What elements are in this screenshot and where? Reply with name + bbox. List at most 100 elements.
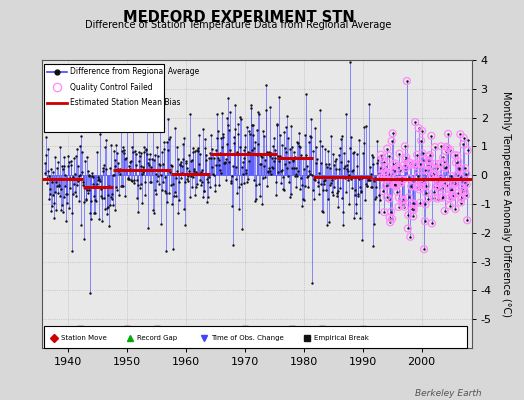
Point xyxy=(453,152,462,159)
Point xyxy=(361,197,369,204)
Point xyxy=(155,160,163,167)
Point xyxy=(55,182,63,188)
Point xyxy=(265,153,274,160)
Point xyxy=(457,194,466,200)
Point xyxy=(335,185,344,191)
Point xyxy=(381,182,390,189)
Point xyxy=(416,200,424,206)
Point xyxy=(302,90,311,97)
Point xyxy=(440,158,449,165)
Point xyxy=(270,158,279,164)
Point xyxy=(149,112,157,118)
Point xyxy=(350,215,358,221)
Point xyxy=(259,128,267,134)
Point xyxy=(156,162,165,168)
Point xyxy=(68,210,76,216)
Point xyxy=(333,193,341,200)
Point xyxy=(69,174,78,180)
Point xyxy=(414,172,422,179)
Point xyxy=(342,110,350,117)
Point xyxy=(344,177,353,184)
Point xyxy=(399,176,407,183)
Point xyxy=(266,104,275,110)
Point xyxy=(63,191,72,197)
Point xyxy=(308,280,316,286)
Point xyxy=(126,166,134,172)
Point xyxy=(461,188,469,194)
Point xyxy=(410,201,419,208)
Point xyxy=(154,153,162,160)
Point xyxy=(425,158,433,164)
Point xyxy=(114,166,123,173)
Point xyxy=(264,149,272,155)
Point xyxy=(399,197,408,203)
Point xyxy=(440,158,449,165)
Point xyxy=(333,189,342,196)
Point xyxy=(427,174,435,180)
Point xyxy=(279,187,288,194)
Point xyxy=(57,207,66,214)
Point xyxy=(239,147,248,153)
Point xyxy=(118,182,127,189)
Point xyxy=(433,196,442,202)
Point xyxy=(106,194,115,200)
Point xyxy=(386,219,395,226)
Point xyxy=(377,152,385,158)
Point xyxy=(304,172,312,179)
Point xyxy=(403,225,412,232)
Point xyxy=(321,146,329,152)
Point xyxy=(211,182,219,188)
Point xyxy=(435,174,444,180)
Point xyxy=(377,152,385,158)
Point xyxy=(51,179,60,186)
Point xyxy=(261,174,269,180)
Point xyxy=(50,154,59,160)
Point xyxy=(131,166,139,173)
Point xyxy=(444,192,453,198)
Point xyxy=(429,171,437,178)
Point xyxy=(203,176,211,182)
Point xyxy=(81,158,89,164)
Point xyxy=(210,188,219,194)
Point xyxy=(401,143,409,150)
Point xyxy=(307,115,315,122)
Point xyxy=(179,156,187,162)
Point xyxy=(313,174,321,180)
Point xyxy=(109,202,117,208)
Point xyxy=(129,177,138,183)
Point xyxy=(444,131,452,137)
Point xyxy=(202,157,211,163)
Point xyxy=(279,186,287,192)
Point xyxy=(59,194,68,200)
Point xyxy=(426,162,434,169)
Point xyxy=(188,174,196,180)
Point xyxy=(407,183,416,189)
Point xyxy=(172,175,180,181)
Point xyxy=(434,179,442,185)
Point xyxy=(323,164,332,170)
Point xyxy=(53,190,62,197)
Point xyxy=(330,162,339,168)
Point xyxy=(428,220,436,226)
Point xyxy=(401,156,410,163)
Point xyxy=(433,165,441,172)
Point xyxy=(83,168,92,174)
Point xyxy=(378,155,387,161)
Point xyxy=(252,182,260,188)
Point xyxy=(216,166,224,173)
Point xyxy=(107,142,115,148)
Point xyxy=(410,162,418,168)
Point xyxy=(417,182,425,188)
Point xyxy=(202,152,210,158)
Point xyxy=(329,192,337,198)
Point xyxy=(461,165,470,172)
Point xyxy=(440,180,448,186)
Point xyxy=(379,159,388,166)
Point xyxy=(347,176,356,182)
Point xyxy=(263,149,271,156)
Point xyxy=(41,160,49,166)
Point xyxy=(114,160,122,166)
Point xyxy=(146,151,155,157)
Point xyxy=(404,212,412,218)
Point xyxy=(366,184,375,190)
